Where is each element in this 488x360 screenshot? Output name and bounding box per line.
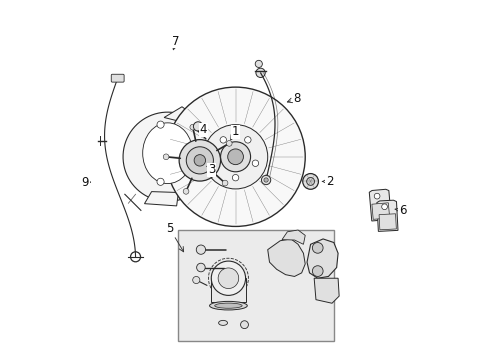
Text: 5: 5 [165, 222, 183, 252]
Ellipse shape [218, 320, 227, 325]
Ellipse shape [214, 303, 242, 308]
Polygon shape [376, 200, 397, 231]
Bar [178, 230, 333, 341]
Circle shape [196, 263, 205, 272]
Circle shape [179, 140, 220, 181]
Polygon shape [371, 203, 389, 219]
Circle shape [381, 204, 386, 210]
Circle shape [240, 321, 248, 329]
Circle shape [211, 261, 245, 296]
Circle shape [220, 142, 250, 172]
Circle shape [196, 245, 205, 254]
Circle shape [244, 137, 250, 143]
Polygon shape [306, 239, 337, 278]
Polygon shape [282, 230, 305, 244]
Text: 8: 8 [287, 92, 301, 105]
Circle shape [306, 177, 314, 185]
Polygon shape [144, 192, 178, 206]
Text: 3: 3 [206, 163, 215, 176]
Circle shape [232, 175, 238, 181]
Circle shape [218, 268, 238, 288]
Text: 1: 1 [230, 125, 239, 140]
Polygon shape [123, 112, 212, 202]
Text: 2: 2 [322, 175, 333, 188]
Circle shape [264, 178, 268, 182]
Ellipse shape [142, 123, 192, 184]
Circle shape [189, 124, 195, 130]
Polygon shape [368, 189, 390, 221]
Circle shape [212, 160, 219, 166]
Circle shape [208, 258, 248, 298]
Circle shape [157, 178, 164, 185]
Circle shape [255, 68, 264, 77]
Circle shape [226, 140, 232, 146]
Circle shape [183, 189, 188, 194]
Circle shape [165, 87, 305, 226]
Circle shape [373, 193, 379, 199]
Circle shape [302, 174, 318, 189]
Polygon shape [313, 278, 339, 303]
Circle shape [186, 147, 213, 174]
Text: 4: 4 [199, 123, 207, 136]
Ellipse shape [209, 301, 247, 310]
Circle shape [193, 122, 203, 131]
Circle shape [261, 175, 270, 185]
Circle shape [222, 180, 227, 186]
Text: 9: 9 [81, 176, 90, 189]
Circle shape [203, 125, 267, 189]
Circle shape [252, 160, 258, 166]
Circle shape [163, 154, 169, 160]
Text: 7: 7 [172, 35, 179, 50]
Circle shape [192, 276, 200, 284]
Polygon shape [164, 107, 192, 123]
FancyBboxPatch shape [111, 74, 124, 82]
Polygon shape [267, 239, 305, 276]
Circle shape [312, 243, 323, 253]
Text: 6: 6 [394, 204, 406, 217]
Circle shape [227, 149, 243, 165]
Circle shape [220, 137, 226, 143]
Circle shape [157, 121, 164, 128]
Circle shape [255, 60, 262, 67]
Circle shape [312, 266, 323, 276]
Bar [211, 278, 245, 302]
Circle shape [194, 155, 205, 166]
Polygon shape [378, 214, 396, 230]
